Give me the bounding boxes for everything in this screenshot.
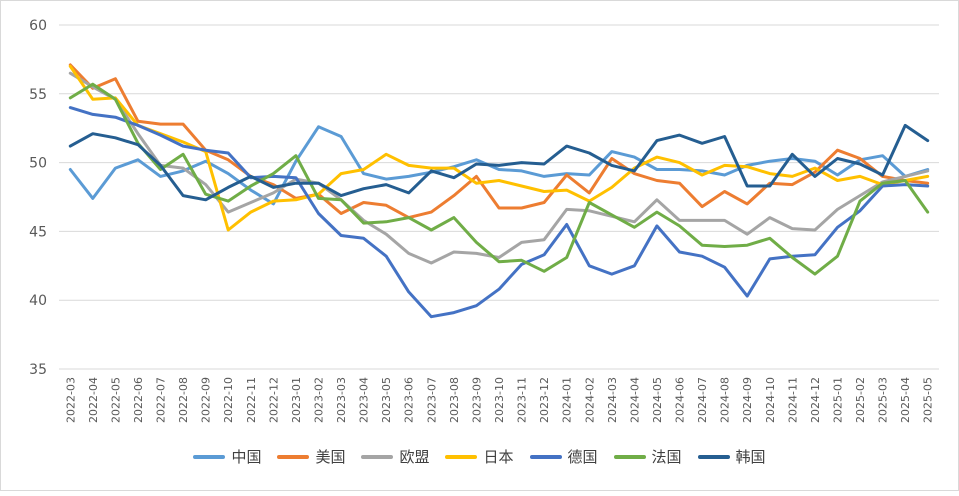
y-tick-label: 40 [29,293,47,309]
legend-item: 中国 [193,446,261,467]
x-tick-label: 2023-06 [403,377,416,423]
y-axis-ticks: 35 40 45 50 55 60 [29,18,47,378]
x-tick-label: 2024-07 [696,377,709,423]
legend-swatch [613,454,646,459]
legend-swatch [445,454,478,459]
x-tick-label: 2025-02 [854,377,867,423]
x-tick-label: 2023-12 [538,377,551,423]
legend-swatch [529,454,562,459]
x-tick-label: 2024-01 [561,377,574,423]
legend-item: 美国 [277,446,345,467]
x-tick-label: 2022-08 [177,377,190,423]
x-tick-label: 2024-08 [719,377,732,423]
series-lines [68,63,930,319]
y-tick-label: 35 [29,362,47,378]
legend-label: 美国 [315,448,346,466]
x-tick-label: 2023-02 [312,377,325,423]
x-tick-label: 2024-11 [786,377,799,423]
x-tick-label: 2023-05 [380,377,393,423]
x-tick-label: 2022-07 [155,377,168,423]
x-tick-label: 2025-01 [831,377,844,423]
series-line-3 [68,64,930,232]
legend-item: 韩国 [697,446,766,467]
series-line-2 [68,71,930,265]
x-tick-label: 2025-04 [899,377,912,423]
x-tick-label: 2022-10 [222,377,235,423]
chart-legend: 中国 美国 欧盟 日本 德国 法国 韩国 [0,446,959,467]
x-tick-label: 2022-04 [87,377,100,423]
legend-item: 日本 [445,446,514,467]
legend-label: 法国 [651,448,682,466]
x-tick-label: 2022-11 [245,377,258,423]
legend-item: 法国 [613,446,682,467]
x-tick-label: 2025-03 [877,377,890,423]
legend-item: 欧盟 [361,446,429,467]
x-tick-label: 2024-06 [674,377,687,423]
legend-label: 日本 [483,448,514,466]
y-tick-label: 45 [29,224,47,240]
series-line-0 [68,125,930,206]
legend-item: 德国 [529,446,598,467]
x-tick-label: 2023-10 [493,377,506,423]
x-tick-label: 2024-05 [651,377,664,423]
series-line-1 [68,63,930,220]
y-tick-label: 60 [29,18,47,34]
y-tick-label: 50 [29,156,47,172]
x-axis-ticks: 2022-03 2022-04 2022-05 2022-06 2022-07 2022-… [64,377,934,423]
x-tick-label: 2023-01 [290,377,303,423]
x-tick-label: 2024-02 [583,377,596,423]
x-tick-label: 2024-12 [809,377,822,423]
x-tick-label: 2023-08 [448,377,461,423]
x-tick-label: 2025-05 [922,377,935,423]
legend-label: 中国 [231,448,262,466]
x-tick-label: 2022-09 [200,377,213,423]
legend-swatch [361,454,394,459]
x-tick-label: 2023-07 [425,377,438,423]
x-tick-label: 2023-09 [470,377,483,423]
legend-swatch [193,454,226,459]
x-tick-label: 2023-03 [335,377,348,423]
x-tick-label: 2023-04 [358,377,371,423]
series-line-6 [68,123,930,202]
legend-label: 德国 [567,448,598,466]
x-tick-label: 2023-11 [516,377,529,423]
x-tick-label: 2024-04 [628,377,641,423]
series-line-4 [68,106,930,319]
x-tick-label: 2022-12 [267,377,280,423]
legend-swatch [277,454,310,459]
legend-label: 欧盟 [399,448,430,466]
x-tick-label: 2022-05 [109,377,122,423]
legend-label: 韩国 [735,448,766,466]
legend-swatch [697,454,730,459]
x-tick-label: 2022-03 [64,377,77,423]
x-tick-label: 2024-09 [741,377,754,423]
x-tick-label: 2024-10 [764,377,777,423]
y-tick-label: 55 [29,87,47,103]
x-tick-label: 2022-06 [132,377,145,423]
x-tick-label: 2024-03 [606,377,619,423]
